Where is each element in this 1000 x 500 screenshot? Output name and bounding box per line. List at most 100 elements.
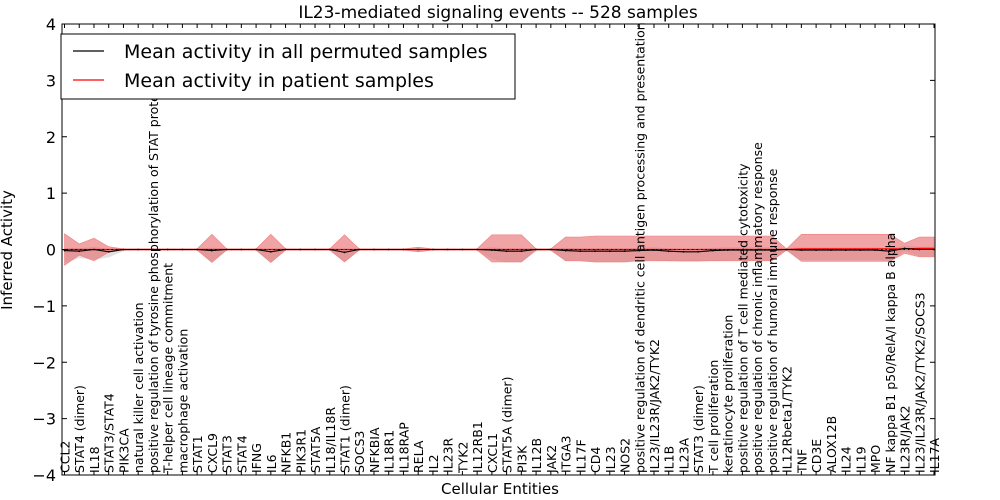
data-point — [490, 249, 493, 251]
x-tick-label: IL6 — [264, 454, 279, 473]
y-tick-label: 3 — [46, 71, 56, 90]
x-tick-label: keratinocyte proliferation — [721, 315, 736, 473]
data-point — [63, 249, 66, 252]
x-tick-label: positive regulation of dendritic cell an… — [632, 22, 647, 473]
legend-box — [60, 33, 516, 100]
x-tick-label: STAT1 (dimer) — [338, 385, 353, 473]
data-point — [682, 250, 685, 253]
data-point — [535, 248, 537, 251]
x-tick-label: IL24 — [839, 446, 854, 473]
x-tick-label: NOS2 — [618, 438, 633, 473]
legend-label-permuted: Mean activity in all permuted samples — [124, 41, 487, 63]
data-point — [667, 250, 670, 253]
x-tick-label: CCL2 — [58, 441, 73, 473]
x-tick-label: IL18RAP — [396, 422, 411, 473]
x-tick-label: NF kappa B1 p50/RelA/I kappa B alpha — [883, 233, 898, 473]
x-tick-label: RELA — [411, 440, 426, 473]
data-point — [697, 250, 700, 253]
data-point — [726, 249, 729, 251]
x-tick-label: STAT5A — [308, 426, 323, 473]
x-tick-label: MPO — [868, 445, 883, 473]
data-point — [874, 249, 876, 251]
x-tick-label: ITGA3 — [559, 435, 574, 473]
data-point — [756, 249, 759, 251]
y-tick-label: 0 — [46, 241, 56, 260]
data-point — [210, 249, 213, 252]
x-tick-label: PIK3R1 — [293, 429, 308, 473]
data-point — [770, 249, 773, 251]
x-tick-label: IL23R — [441, 437, 456, 473]
x-tick-label: IL23 — [603, 446, 618, 473]
x-tick-label: positive regulation of T cell mediated c… — [735, 163, 750, 473]
data-point — [255, 248, 257, 251]
x-tick-label: IL18/IL18R — [323, 407, 338, 473]
data-point — [829, 249, 832, 251]
x-tick-label: IL23A — [676, 437, 691, 473]
x-tick-label: IL1B — [662, 446, 677, 473]
x-tick-label: TNF — [794, 449, 809, 474]
x-tick-label: STAT5A (dimer) — [500, 377, 515, 473]
data-point — [225, 248, 228, 251]
data-point — [402, 248, 405, 251]
x-tick-label: IL17A — [927, 437, 942, 473]
data-point — [181, 248, 184, 251]
x-tick-label: CD3E — [809, 439, 824, 473]
data-point — [107, 250, 110, 253]
x-tick-label: STAT3 — [220, 435, 235, 473]
series-line-permuted — [64, 247, 934, 253]
x-tick-label: ALOX12B — [824, 416, 839, 473]
x-tick-label: TYK2 — [455, 442, 470, 474]
x-tick-label: IL23R/JAK2 — [898, 405, 913, 473]
x-tick-label: IL12RB1 — [470, 421, 485, 473]
data-point — [358, 248, 361, 251]
x-tick-label: STAT4 (dimer) — [72, 385, 87, 473]
x-tick-label: T-helper cell lineage commitment — [161, 263, 176, 474]
y-tick-label: −3 — [32, 410, 56, 429]
data-point — [579, 250, 582, 253]
data-point — [712, 249, 714, 252]
x-tick-label: IL18 — [87, 446, 102, 473]
x-tick-label: PIK3CA — [116, 428, 131, 473]
y-tick-label: 1 — [46, 184, 56, 203]
data-point — [549, 248, 552, 251]
data-point — [844, 249, 847, 251]
y-tick-label: 4 — [46, 15, 56, 34]
data-point — [93, 248, 95, 251]
data-point — [638, 249, 641, 252]
legend: Mean activity in all permuted samples Me… — [60, 33, 516, 100]
data-point — [505, 250, 508, 253]
data-point — [859, 249, 862, 251]
x-tick-label: IL19 — [853, 446, 868, 473]
x-tick-label: positive regulation of humoral immune re… — [765, 168, 780, 473]
x-tick-label: PI3K — [514, 445, 529, 473]
x-tick-label: NFKBIA — [367, 427, 382, 473]
data-point — [564, 249, 567, 252]
x-tick-label: JAK2 — [544, 445, 559, 474]
data-point — [122, 248, 125, 251]
data-point — [608, 250, 611, 253]
data-point — [918, 248, 921, 251]
data-point — [800, 249, 803, 251]
data-point — [152, 248, 154, 251]
legend-label-patient: Mean activity in patient samples — [124, 70, 434, 92]
x-tick-label: IL23/IL23R/JAK2/TYK2/SOCS3 — [912, 292, 927, 473]
data-point — [284, 248, 287, 251]
x-tick-label: IL12Rbeta1/TYK2 — [780, 366, 795, 473]
data-point — [328, 248, 331, 251]
data-point — [137, 248, 140, 251]
data-point — [387, 248, 390, 251]
data-point — [476, 248, 479, 251]
y-tick-label: −1 — [32, 297, 56, 316]
data-point — [520, 250, 523, 253]
x-tick-label: CXCL1 — [485, 433, 500, 473]
data-point — [653, 249, 655, 251]
data-point — [623, 250, 626, 253]
y-tick-label: −4 — [32, 466, 56, 485]
x-tick-label: IL17F — [573, 439, 588, 473]
data-point — [888, 250, 891, 253]
x-tick-label: STAT4 — [234, 435, 249, 473]
x-axis-label: Cellular Entities — [441, 480, 559, 498]
data-point — [903, 247, 906, 250]
x-tick-label: IFNG — [249, 443, 264, 473]
